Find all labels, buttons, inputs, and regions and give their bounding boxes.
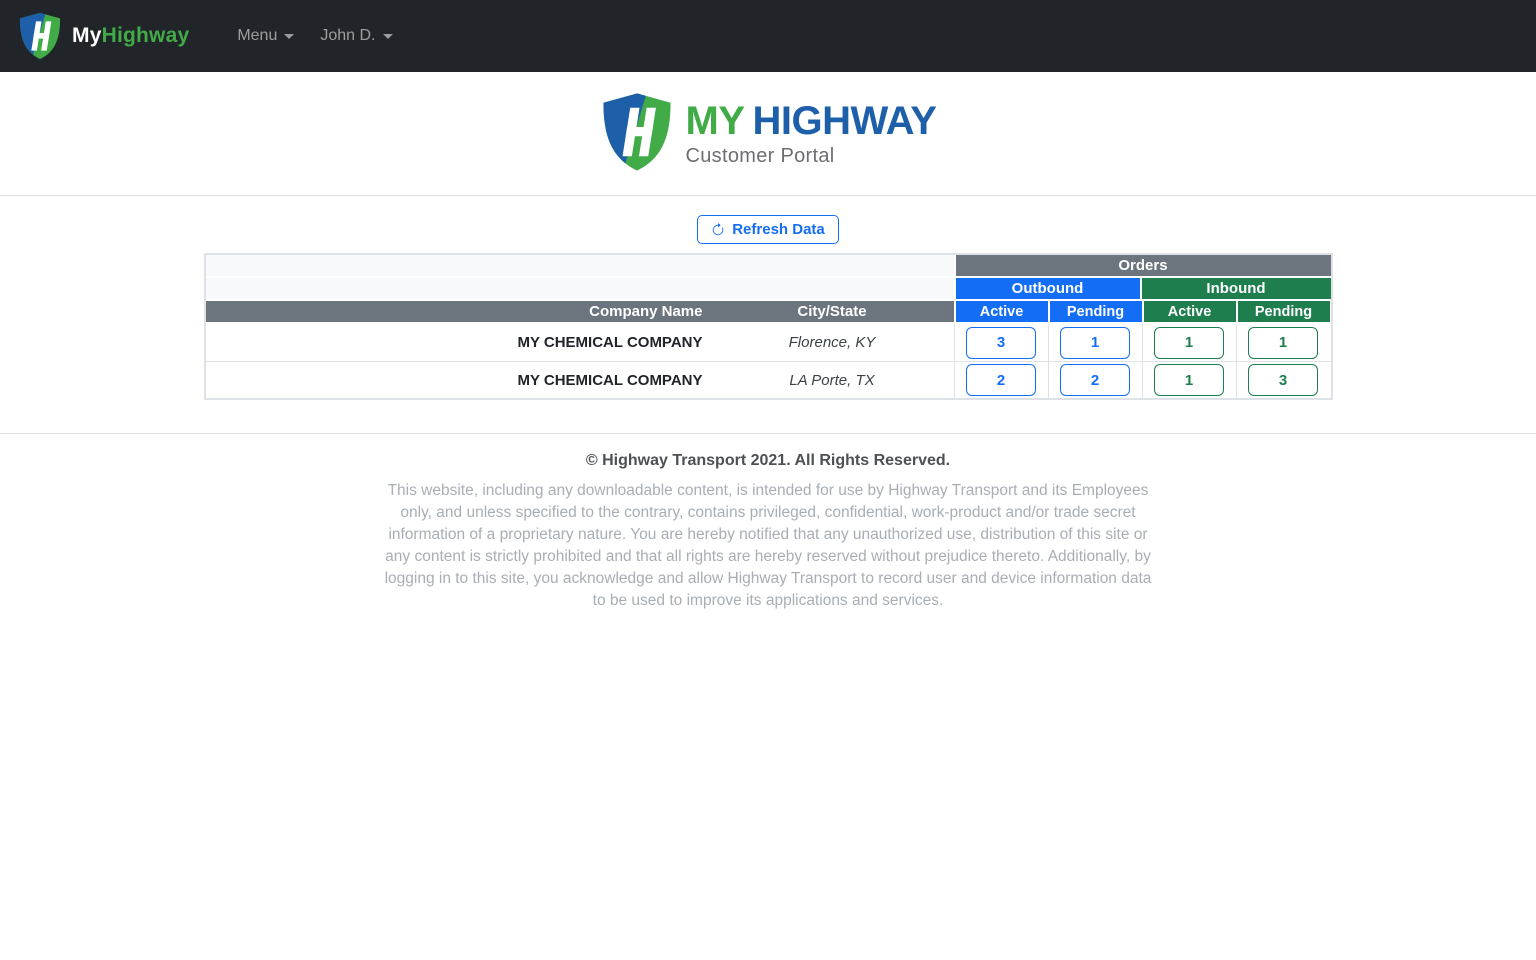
outbound-active-cell: 3 [953, 324, 1048, 361]
empty-header-cell [205, 255, 954, 276]
brand-name: MyHighway [72, 24, 189, 48]
orders-group-header: Orders [955, 255, 1331, 276]
user-dropdown[interactable]: John D. [320, 27, 393, 45]
company-name-column-header: Company Name [205, 301, 711, 322]
arrow-clockwise-icon [711, 222, 725, 237]
outbound-pending-cell: 2 [1047, 362, 1142, 398]
portal-title: MY HIGHWAY [686, 101, 937, 141]
inbound-active-cell: 1 [1141, 362, 1236, 398]
menu-dropdown[interactable]: Menu [237, 27, 295, 45]
table-group-header-row: Orders [205, 255, 1331, 276]
user-dropdown-label: John D. [320, 27, 376, 44]
outbound-active-cell: 2 [953, 362, 1048, 398]
portal-title-my: MY [685, 99, 746, 143]
inbound-active-count-button[interactable]: 1 [1154, 364, 1224, 396]
table-column-header-row: Company Name City/State Active Pending A… [205, 301, 1331, 322]
inbound-active-cell: 1 [1141, 324, 1236, 361]
inbound-pending-count-button[interactable]: 3 [1248, 364, 1318, 396]
outbound-active-count-button[interactable]: 2 [966, 364, 1036, 396]
legal-disclaimer-text: This website, including any downloadable… [384, 482, 1152, 609]
inbound-pending-cell: 3 [1235, 362, 1330, 398]
inbound-active-count-button[interactable]: 1 [1154, 326, 1224, 359]
outbound-pending-column-header: Pending [1049, 301, 1142, 322]
caret-down-icon [382, 33, 393, 39]
portal-title-highway: HIGHWAY [752, 99, 937, 143]
portal-logo-text: MY HIGHWAY Customer Portal [686, 101, 937, 168]
inbound-pending-column-header: Pending [1237, 301, 1330, 322]
empty-header-cell [205, 278, 954, 299]
caret-down-icon [284, 33, 295, 39]
table-row: MY CHEMICAL COMPANY LA Porte, TX 2 2 1 3 [205, 361, 1331, 398]
outbound-pending-count-button[interactable]: 1 [1060, 326, 1130, 359]
shield-h-logo-icon [600, 92, 674, 177]
refresh-row: Refresh Data [0, 215, 1536, 244]
outbound-group-header: Outbound [955, 278, 1140, 299]
top-navbar: MyHighway Menu John D. [0, 0, 1536, 72]
brand-my: My [72, 24, 102, 47]
table-row: MY CHEMICAL COMPANY Florence, KY 3 1 1 1 [206, 324, 1331, 361]
menu-dropdown-label: Menu [237, 27, 278, 44]
outbound-pending-count-button[interactable]: 2 [1060, 364, 1130, 396]
city-state-column-header: City/State [710, 301, 954, 322]
inbound-active-column-header: Active [1143, 301, 1236, 322]
page-footer: © Highway Transport 2021. All Rights Res… [0, 433, 1536, 612]
copyright-text: © Highway Transport 2021. All Rights Res… [585, 452, 951, 469]
outbound-pending-cell: 1 [1047, 324, 1142, 361]
outbound-active-count-button[interactable]: 3 [966, 326, 1036, 359]
inbound-group-header: Inbound [1141, 278, 1331, 299]
company-name-cell: MY CHEMICAL COMPANY [517, 334, 703, 351]
city-state-cell: Florence, KY [788, 334, 876, 351]
shield-h-logo-icon [18, 12, 62, 60]
company-name-cell: MY CHEMICAL COMPANY [517, 371, 703, 389]
navbar-brand[interactable]: MyHighway [18, 12, 189, 60]
refresh-data-label: Refresh Data [732, 221, 825, 238]
inbound-pending-cell: 1 [1235, 324, 1330, 361]
orders-summary-table: Orders Outbound Inbound Company Name Cit… [203, 253, 1333, 400]
inbound-pending-count-button[interactable]: 1 [1248, 326, 1318, 359]
portal-subtitle: Customer Portal [685, 145, 835, 167]
city-state-cell: LA Porte, TX [789, 371, 875, 389]
outbound-active-column-header: Active [955, 301, 1048, 322]
portal-logo-header: MY HIGHWAY Customer Portal [0, 72, 1536, 196]
table-direction-header-row: Outbound Inbound [205, 278, 1331, 299]
brand-highway: Highway [101, 24, 190, 47]
main-content: Refresh Data Orders Outbound Inbound Com… [0, 196, 1536, 612]
portal-logo: MY HIGHWAY Customer Portal [600, 92, 937, 177]
refresh-data-button[interactable]: Refresh Data [697, 215, 839, 244]
